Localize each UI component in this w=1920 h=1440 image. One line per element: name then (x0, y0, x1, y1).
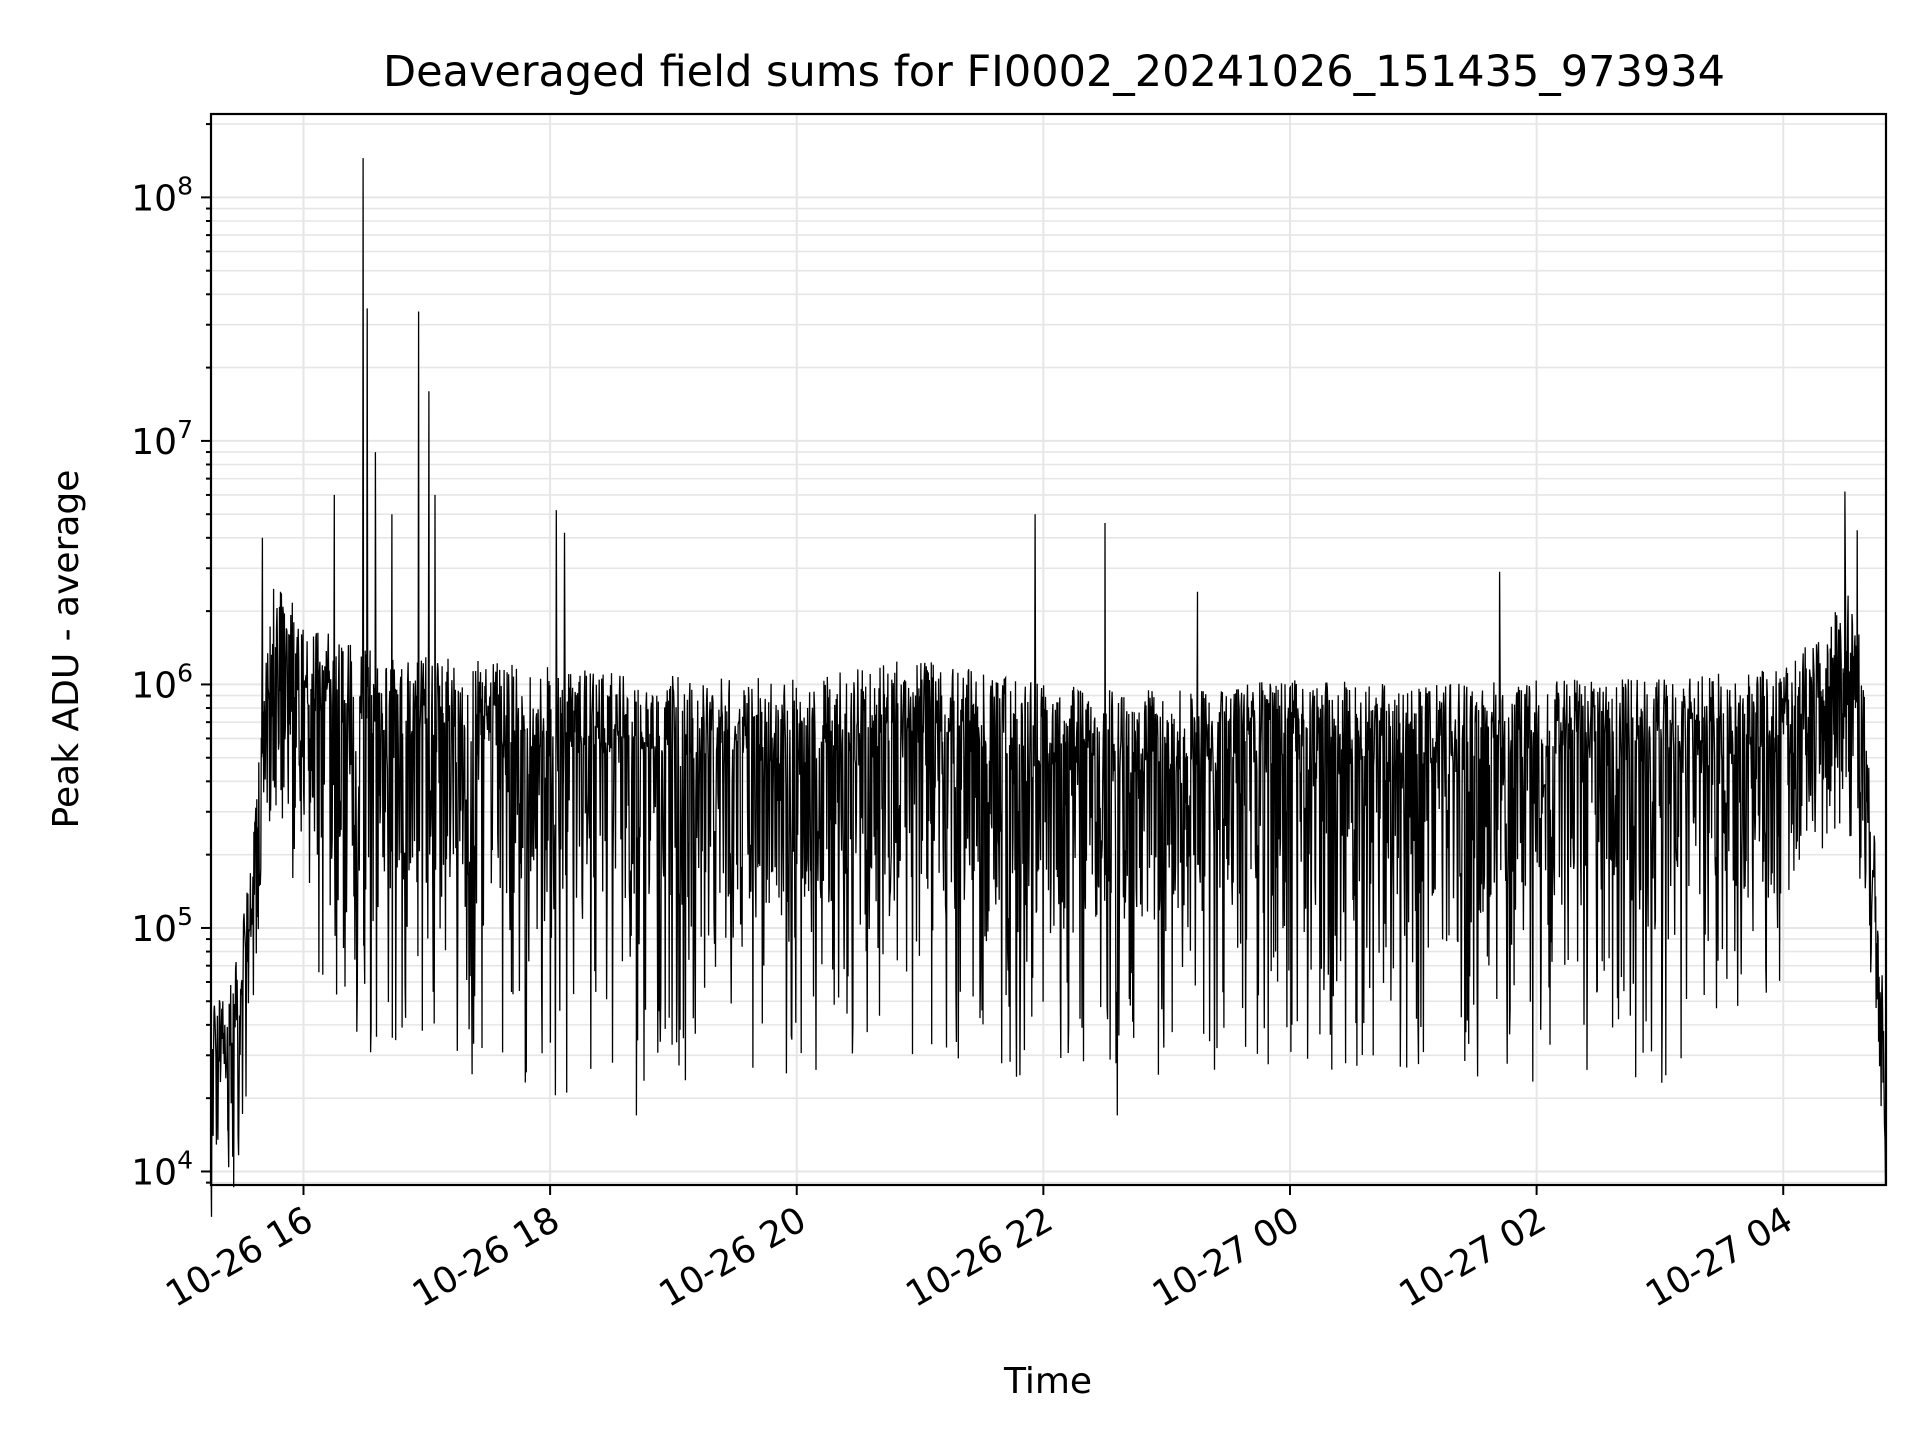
y-tick-base: 10 (131, 178, 177, 219)
y-tick-label: 105 (131, 902, 193, 950)
y-tick-label: 107 (131, 415, 193, 463)
y-tick-exponent: 4 (177, 1145, 193, 1174)
series-line (210, 158, 1887, 1217)
y-tick-exponent: 5 (177, 902, 193, 931)
y-tick-label: 104 (131, 1145, 193, 1193)
y-tick-base: 10 (131, 909, 177, 950)
chart-title: Deaveraged field sums for FI0002_2024102… (383, 47, 1725, 97)
y-tick-base: 10 (131, 665, 177, 706)
series-layer (210, 158, 1887, 1217)
y-tick-base: 10 (131, 1152, 177, 1193)
x-axis-label: Time (1003, 1361, 1092, 1402)
y-tick-exponent: 6 (177, 658, 193, 687)
y-tick-label: 108 (131, 171, 193, 219)
y-tick-label: 106 (131, 658, 193, 706)
plot-frame (209, 112, 1888, 1187)
y-tick-exponent: 7 (177, 415, 193, 444)
grid-layer (211, 114, 1886, 1185)
y-tick-base: 10 (131, 422, 177, 463)
y-axis-label: Peak ADU - average (46, 470, 87, 829)
y-tick-exponent: 8 (177, 171, 193, 200)
